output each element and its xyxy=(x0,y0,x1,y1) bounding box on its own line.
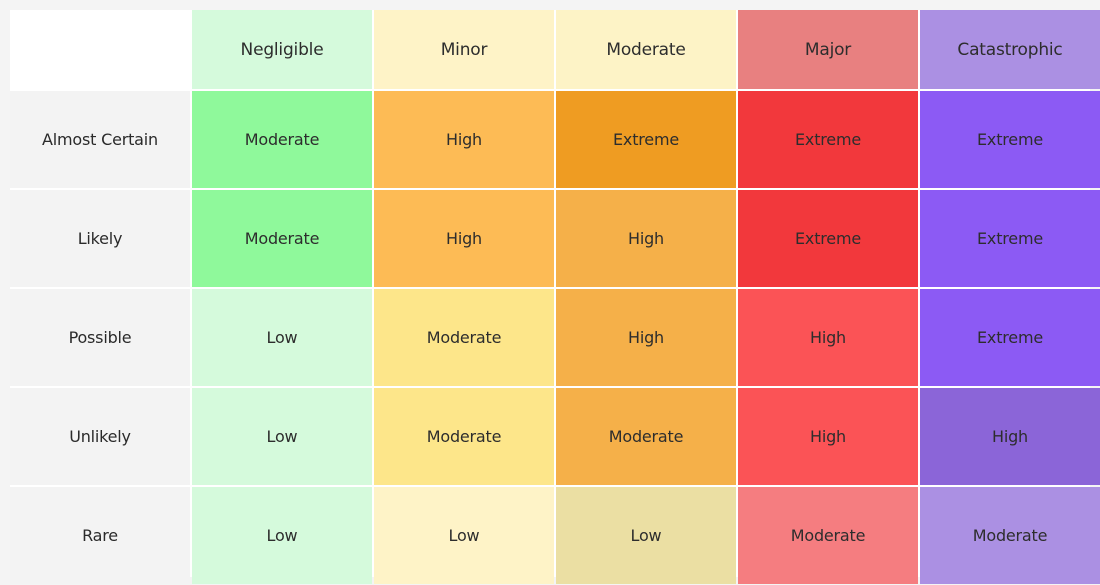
matrix-cell: High xyxy=(738,388,918,485)
matrix-cell: Extreme xyxy=(920,289,1100,386)
matrix-cell: Low xyxy=(556,487,736,584)
matrix-cell: Low xyxy=(192,388,372,485)
matrix-cell: High xyxy=(374,91,554,188)
matrix-cell: Extreme xyxy=(738,91,918,188)
column-header-minor: Minor xyxy=(374,10,554,89)
matrix-cell: Extreme xyxy=(920,91,1100,188)
row-header-almost-certain: Almost Certain xyxy=(10,91,190,188)
matrix-cell: Moderate xyxy=(920,487,1100,584)
risk-matrix: Negligible Minor Moderate Major Catastro… xyxy=(10,10,1100,584)
matrix-cell: Moderate xyxy=(192,91,372,188)
matrix-cell: High xyxy=(920,388,1100,485)
column-header-negligible: Negligible xyxy=(192,10,372,89)
matrix-corner xyxy=(10,10,190,89)
column-header-moderate: Moderate xyxy=(556,10,736,89)
matrix-cell: Low xyxy=(192,487,372,584)
matrix-cell: Moderate xyxy=(556,388,736,485)
matrix-cell: High xyxy=(374,190,554,287)
matrix-cell: Moderate xyxy=(374,388,554,485)
row-header-likely: Likely xyxy=(10,190,190,287)
matrix-cell: Moderate xyxy=(738,487,918,584)
matrix-cell: Low xyxy=(374,487,554,584)
column-header-major: Major xyxy=(738,10,918,89)
matrix-cell: Low xyxy=(192,289,372,386)
row-header-unlikely: Unlikely xyxy=(10,388,190,485)
matrix-cell: Extreme xyxy=(556,91,736,188)
column-header-catastrophic: Catastrophic xyxy=(920,10,1100,89)
matrix-cell: High xyxy=(556,190,736,287)
matrix-cell: High xyxy=(738,289,918,386)
matrix-cell: High xyxy=(556,289,736,386)
matrix-cell: Moderate xyxy=(374,289,554,386)
matrix-cell: Extreme xyxy=(738,190,918,287)
row-header-rare: Rare xyxy=(10,487,190,584)
matrix-cell: Moderate xyxy=(192,190,372,287)
row-header-possible: Possible xyxy=(10,289,190,386)
matrix-cell: Extreme xyxy=(920,190,1100,287)
